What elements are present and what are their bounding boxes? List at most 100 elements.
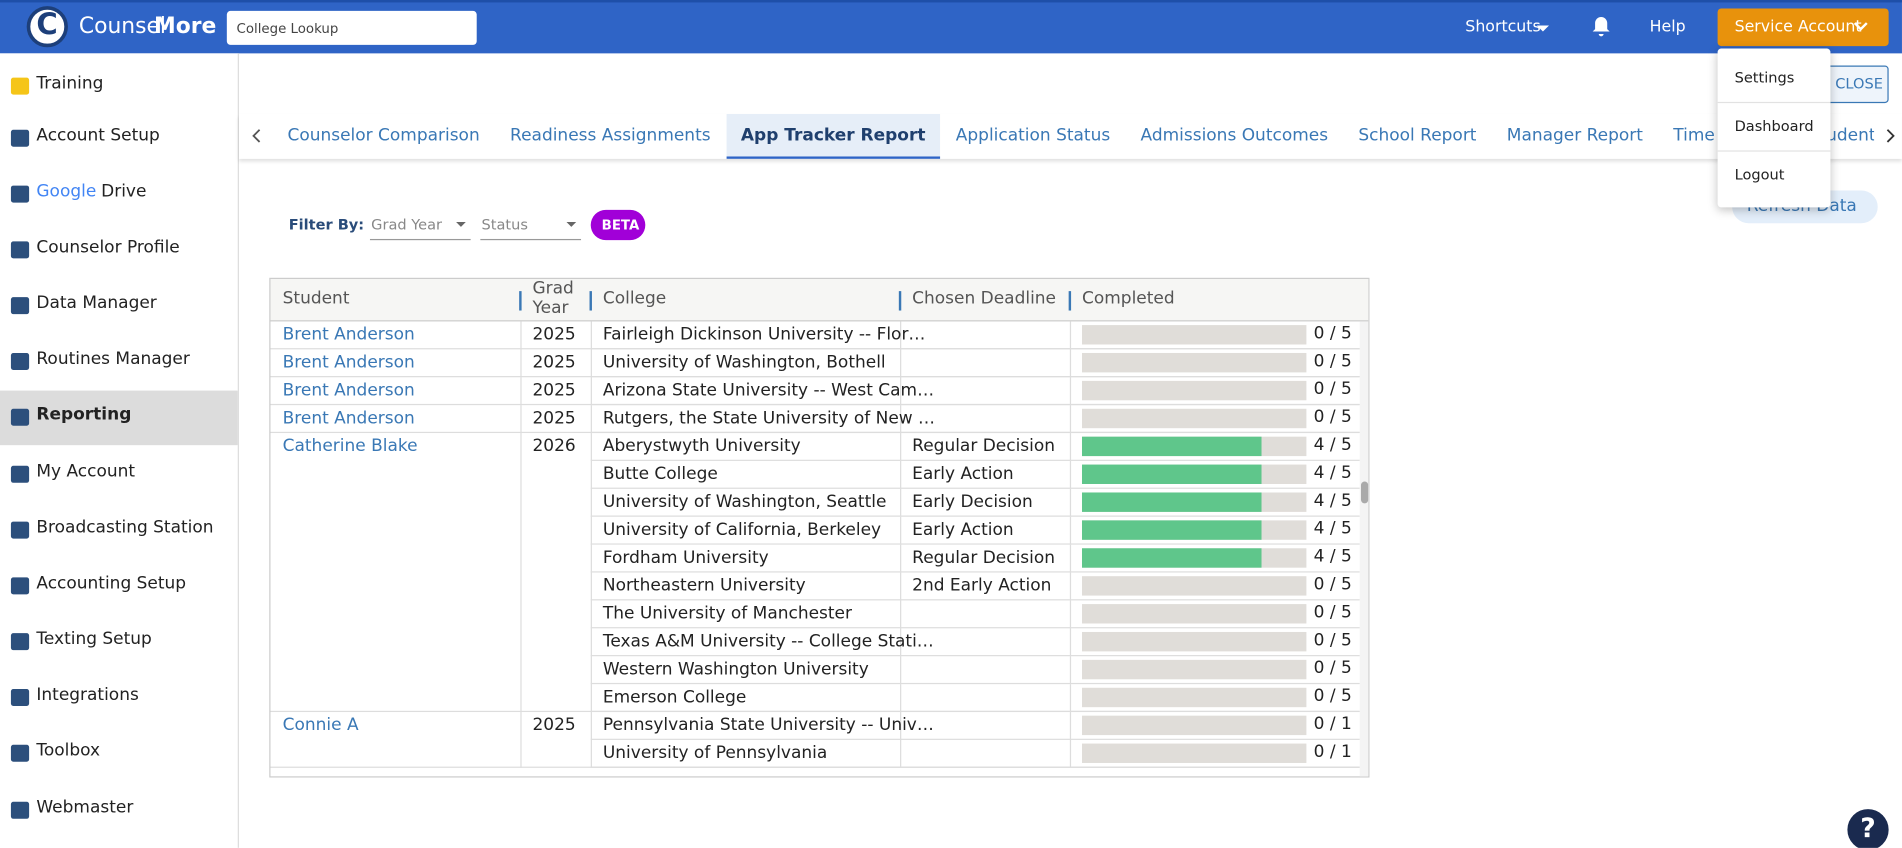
sidebar [0,53,239,848]
deadline: Early Action [912,464,1014,484]
sidebar-item[interactable]: Webmaster [36,798,134,818]
sidebar-item[interactable]: Data Manager [36,293,157,313]
cell-border [900,433,902,461]
filter-select[interactable] [369,212,471,241]
student[interactable]: Connie A [282,715,359,736]
cell-border [1069,516,1072,545]
row-border [590,348,1360,350]
completed-label: 0 / 5 [1313,574,1352,595]
close-label: CLOSE [1835,75,1883,93]
sidebar-item[interactable]: Drive [101,181,147,202]
cell-border [1069,349,1072,378]
tab[interactable]: Manager Report [1506,126,1643,146]
tab[interactable]: App Tracker Report [726,114,941,159]
cell-border [520,712,522,768]
deadline: Regular Decision [912,548,1056,568]
college: Aberystwyth University [602,436,801,457]
caret [1536,25,1550,37]
scrollbar-thumb[interactable] [1360,481,1369,504]
search-box[interactable] [226,10,477,45]
sidebar-item[interactable]: Broadcasting Station [36,517,214,538]
progress-track [1081,659,1307,680]
progress-track [1081,576,1307,596]
cell-border [900,377,902,406]
menu-item[interactable]: Settings [1734,69,1795,87]
completed-label: 4 / 5 [1313,491,1352,511]
help-fab[interactable]: ? [1847,809,1889,848]
sidebar-item[interactable]: Texting Setup [36,629,152,649]
cell-border [1069,600,1072,629]
sidebar-item[interactable]: Account Setup [36,126,160,146]
column-header: Grad Year [532,278,574,318]
student[interactable]: Catherine Blake [282,436,418,457]
college: University of California, Berkeley [602,520,882,540]
account-label: Service Account [1734,18,1862,37]
tab[interactable]: Readiness Assignments [510,126,711,146]
menu-item[interactable]: Dashboard [1734,117,1814,135]
row-border [590,627,1360,629]
deadline: Early Decision [912,492,1033,512]
cell-border [1069,739,1072,768]
search-placeholder: College Lookup [236,20,339,37]
column-separator [519,291,522,311]
sidebar-item[interactable]: Integrations [36,685,139,705]
completed-label: 4 / 5 [1313,519,1352,539]
sidebar-item[interactable]: Toolbox [36,741,101,761]
cell-border [520,349,522,378]
sidebar-item[interactable]: Counselor Profile [36,237,180,258]
progress-fill [1081,464,1262,484]
menu-item[interactable]: Logout [1734,166,1785,184]
student[interactable]: Brent Anderson [282,380,415,401]
completed-label: 4 / 5 [1313,435,1352,455]
progress-fill [1081,548,1262,568]
cell-border [1069,684,1072,713]
column-separator [589,291,592,311]
tab-bar [238,114,1902,159]
close-button[interactable] [1819,65,1889,104]
column-header: Student [282,288,350,309]
bell[interactable] [1591,16,1610,38]
menu-divider [1717,101,1831,104]
tab[interactable]: Admissions Outcomes [1140,126,1329,146]
deadline: 2nd Early Action [912,576,1052,596]
progress-fill [1081,436,1262,457]
sidebar-item[interactable]: Accounting Setup [36,573,187,594]
completed-label: 0 / 5 [1313,351,1352,372]
sidebar-icon [10,521,30,539]
sidebar-item[interactable]: Training [36,73,104,94]
tab-clip: Counselor Comparison Readiness Assignment… [273,114,1874,159]
student[interactable]: Brent Anderson [282,352,415,373]
completed-label: 0 / 5 [1313,602,1352,623]
student[interactable]: Brent Anderson [282,325,415,345]
help[interactable]: Help [1649,18,1686,37]
shortcuts[interactable]: Shortcuts [1465,18,1541,37]
filter-select-label: Status [481,215,528,233]
grad-year: 2026 [532,436,576,457]
tab[interactable]: Counselor Comparison [287,126,480,146]
sidebar-icon [10,408,30,426]
sidebar-item[interactable]: Routines Manager [36,349,190,369]
college: Emerson College [602,687,747,708]
row-border [590,738,1360,740]
college: Butte College [602,464,718,484]
column-header: College [602,288,667,309]
progress-track [1081,408,1307,429]
filter-select[interactable] [480,212,582,241]
completed-label: 0 / 5 [1313,630,1352,651]
tab-prev[interactable] [251,129,263,144]
row-border [590,376,1360,378]
column-header: Completed [1081,288,1175,309]
college: Pennsylvania State University -- Univ… [602,715,934,736]
sidebar-item[interactable]: My Account [36,462,136,482]
tab[interactable]: Application Status [955,126,1111,146]
sidebar-item[interactable]: Reporting [36,405,132,425]
row-border [590,487,1360,489]
tab[interactable]: School Report [1358,126,1477,146]
cell-border [900,460,902,489]
college: Arizona State University -- West Cam… [602,380,935,401]
scrollbar-track [1359,321,1369,777]
student[interactable]: Brent Anderson [282,408,415,429]
tab-next[interactable] [1884,129,1896,144]
progress-track [1081,743,1307,763]
filter-label: Filter By: [288,215,365,233]
